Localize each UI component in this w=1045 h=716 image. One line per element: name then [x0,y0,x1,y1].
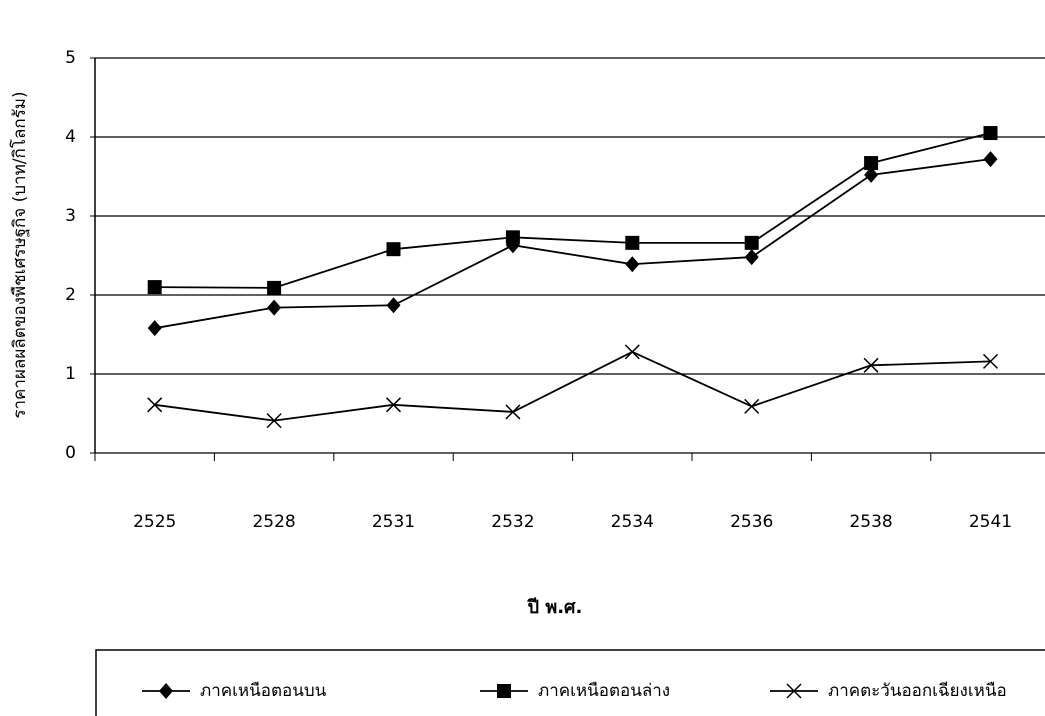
marker-square [983,126,998,141]
x-tick-label: 2531 [372,512,415,532]
y-tick-label: 0 [65,443,76,463]
marker-diamond [159,683,173,699]
marker-x [266,413,282,429]
marker-x [505,404,521,420]
legend-label: ภาคเหนือตอนล่าง [538,681,670,701]
x-tick-label: 2528 [252,512,295,532]
series-line [154,132,991,289]
legend-label: ภาคตะวันออกเฉียงเหนือ [828,681,1007,701]
marker-square [625,235,640,250]
y-tick-label: 5 [65,48,76,68]
series-line [154,350,991,422]
marker-square [267,280,282,295]
marker-x [147,397,163,413]
marker-square [497,684,511,698]
x-tick-label: 2525 [133,512,176,532]
marker-diamond [386,297,401,314]
marker-square [147,280,162,295]
legend-label: ภาคเหนือตอนบน [200,681,327,701]
marker-diamond [744,249,759,266]
y-tick-label: 3 [65,206,76,226]
x-tick-label: 2534 [611,512,654,532]
marker-x [982,353,999,369]
marker-x [385,397,402,413]
x-tick-label: 2541 [969,512,1012,532]
y-tick-label: 4 [65,127,76,147]
x-tick-label: 2538 [849,512,892,532]
x-tick-label: 2536 [730,512,773,532]
marker-x [624,344,640,360]
y-tick-label: 1 [65,364,76,384]
marker-diamond [983,151,998,168]
marker-x [863,357,879,373]
x-axis-title: ปี พ.ศ. [526,597,582,618]
marker-x [744,398,760,414]
marker-square [744,235,759,250]
y-axis-title: ราคาผลผลิตของพืชเศรษฐกิจ (บาท/กิโลกรัม) [9,91,30,418]
marker-diamond [625,256,640,273]
marker-diamond [267,299,282,316]
marker-x [786,683,802,699]
y-tick-label: 2 [65,285,76,305]
marker-square [864,156,879,171]
series-line [154,158,991,330]
marker-square [386,242,401,257]
marker-square [505,230,520,245]
marker-diamond [864,166,879,183]
legend-box [95,649,1045,716]
marker-diamond [147,320,162,337]
x-tick-label: 2532 [491,512,534,532]
